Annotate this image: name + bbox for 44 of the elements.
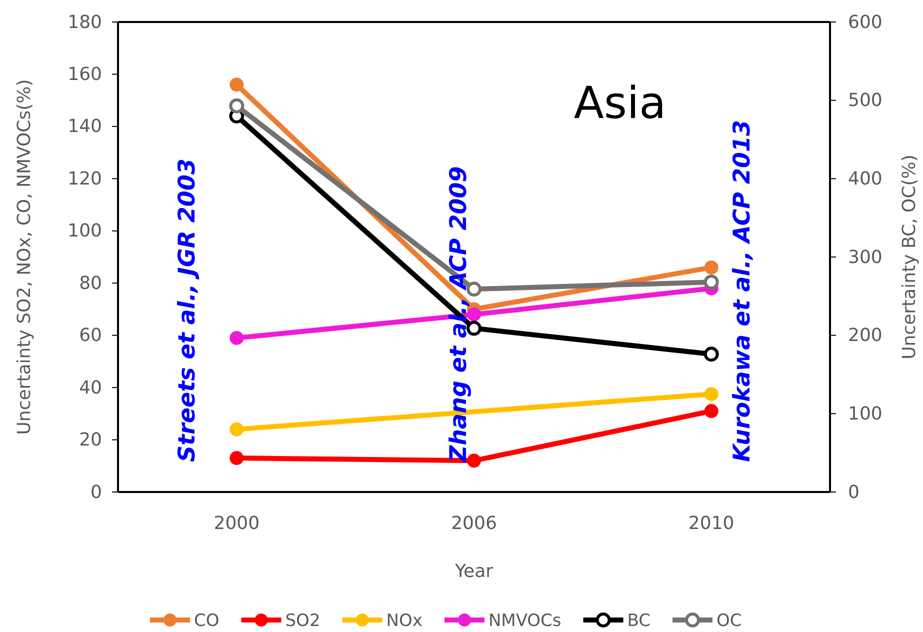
y-tick-label: 80 [79, 272, 102, 294]
legend-label: OC [716, 611, 742, 631]
annotation: Kurokawa et al., ACP 2013 [729, 120, 756, 462]
legend-label: BC [627, 611, 650, 631]
y-tick-label: 100 [68, 220, 102, 242]
legend-label: NMVOCs [488, 611, 562, 631]
x-tick-label: 2010 [688, 513, 734, 534]
y2-tick-label: 500 [848, 90, 882, 112]
y2-axis-title: Uncertainty BC, OC(%) [899, 154, 920, 360]
point [704, 404, 718, 418]
y-axis-title: Uncertainty SO2, NOx, CO, NMVOCs(%) [14, 79, 35, 435]
y-tick-label: 0 [90, 482, 102, 503]
legend-label: CO [194, 611, 220, 631]
y-tick-label: 120 [68, 168, 102, 190]
legend-label: NOx [386, 611, 422, 631]
y2-tick-label: 400 [848, 168, 882, 190]
point [230, 330, 244, 345]
y-tick-label: 40 [79, 377, 102, 398]
point [466, 282, 482, 297]
point [230, 78, 244, 92]
point [704, 387, 718, 402]
y2-tick-label: 0 [848, 482, 860, 503]
y-tick-label: 160 [68, 64, 102, 85]
y-tick-label: 140 [68, 116, 102, 138]
y2-tick-label: 300 [848, 246, 882, 268]
annotation: Streets et al., JGR 2003 [174, 158, 201, 462]
point [704, 346, 719, 362]
y-tick-label: 180 [68, 12, 102, 33]
legend-label: SO2 [285, 611, 320, 631]
y2-tick-label: 200 [848, 325, 882, 346]
point [704, 274, 719, 290]
point [704, 260, 718, 274]
annotation: Asia [574, 78, 666, 129]
point [229, 98, 244, 114]
x-tick-label: 2006 [451, 513, 497, 534]
y-tick-label: 20 [79, 430, 102, 451]
x-tick-label: 2000 [214, 513, 260, 534]
annotation: Zhang et al., ACP 2009 [446, 166, 472, 463]
point [230, 422, 244, 436]
y2-tick-label: 100 [848, 403, 882, 424]
y-tick-label: 60 [79, 325, 102, 346]
point [230, 451, 244, 466]
y2-tick-label: 600 [848, 12, 882, 33]
x-axis-title: Year [454, 561, 494, 582]
